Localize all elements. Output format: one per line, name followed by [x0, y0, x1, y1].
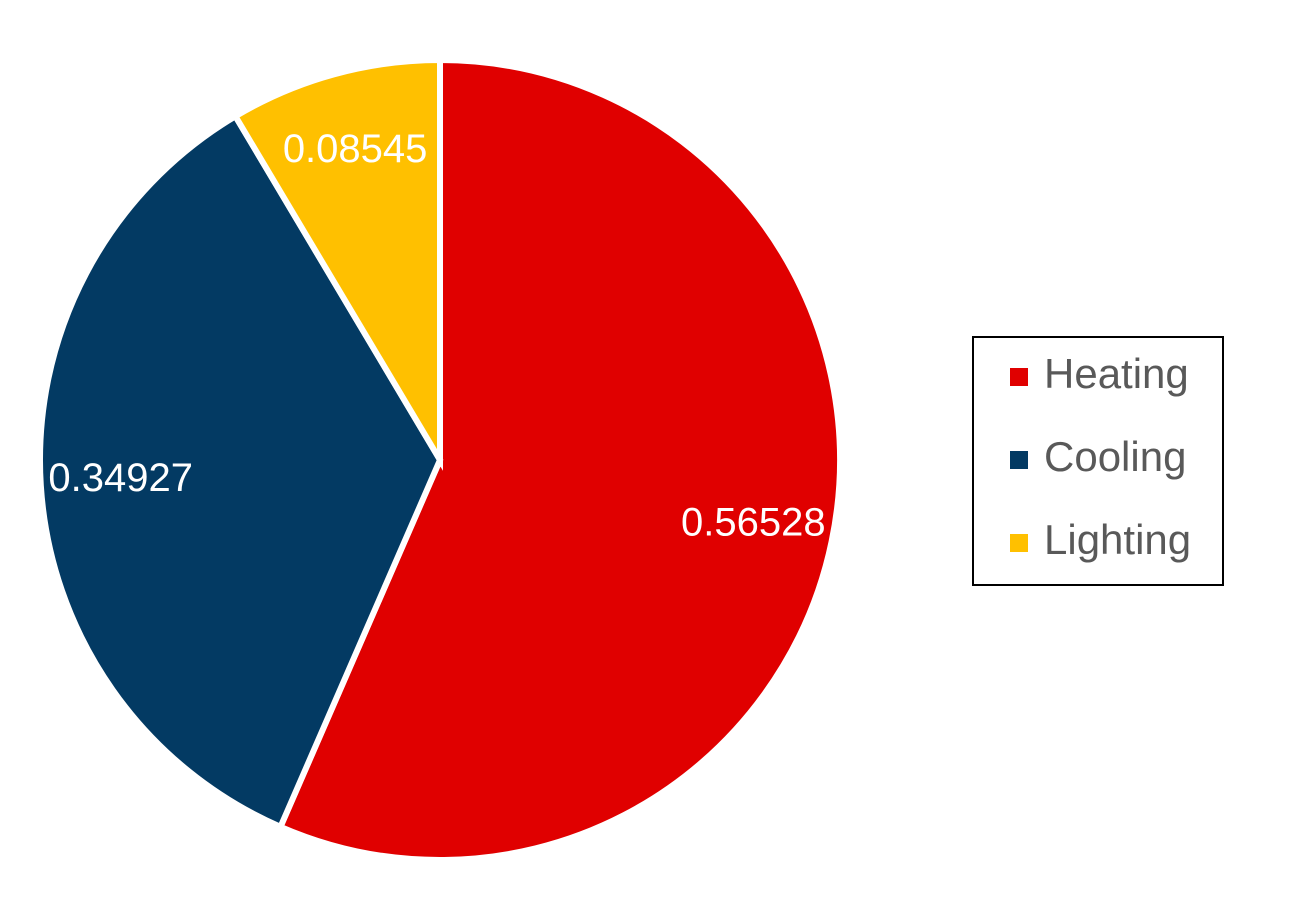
legend-swatch-lighting	[1010, 534, 1028, 552]
legend-label-cooling: Cooling	[1044, 433, 1186, 480]
pie-slices	[37, 56, 843, 863]
legend-label-lighting: Lighting	[1044, 516, 1191, 563]
legend-swatch-heating	[1010, 368, 1028, 386]
legend-swatch-cooling	[1010, 451, 1028, 469]
data-label-cooling: 0.34927	[48, 456, 193, 500]
legend: Heating Cooling Lighting	[972, 336, 1224, 586]
pie-slice-heating	[276, 56, 843, 863]
legend-label-heating: Heating	[1044, 350, 1189, 397]
data-label-lighting: 0.08545	[283, 127, 428, 171]
pie-data-labels: 0.56528 0.34927 0.08545	[48, 127, 825, 545]
pie-slice-lighting	[231, 56, 443, 471]
data-label-heating: 0.56528	[681, 501, 826, 545]
